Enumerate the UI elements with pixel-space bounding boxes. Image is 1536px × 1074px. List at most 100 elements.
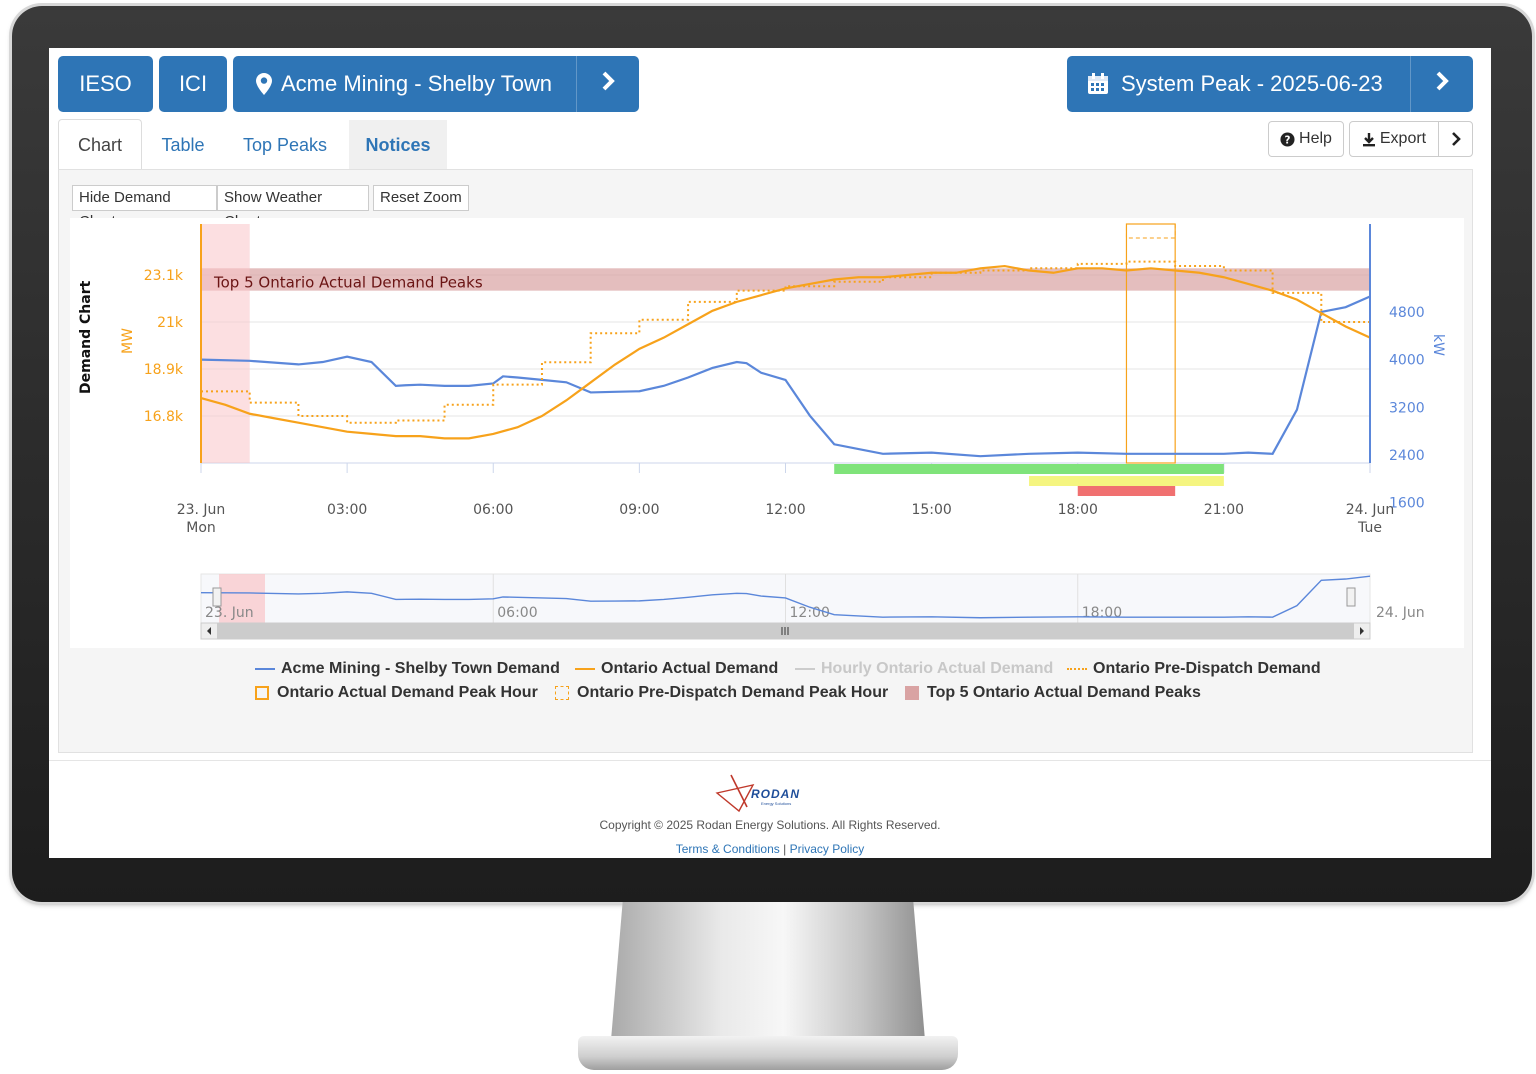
- x-tick-label: 18:00: [1058, 502, 1098, 518]
- legend-label: Acme Mining - Shelby Town Demand: [281, 660, 560, 677]
- y-right-tick-label: 4800: [1389, 305, 1425, 321]
- y-right-tick-label: 2400: [1389, 448, 1425, 464]
- legend-item[interactable]: Ontario Pre-Dispatch Demand: [1067, 660, 1321, 678]
- chevron-right-icon: [601, 71, 615, 97]
- legend-label: Ontario Actual Demand: [601, 660, 779, 677]
- period-label: System Peak - 2025-06-23: [1121, 71, 1383, 96]
- logo-text: RODAN: [751, 787, 800, 801]
- chart-navigator[interactable]: 23. Jun 06:00 12:00 18:00 24. Jun: [200, 573, 1425, 640]
- ieso-button[interactable]: IESO: [58, 56, 153, 112]
- footer-separator: |: [783, 842, 787, 856]
- tab-top-peaks[interactable]: Top Peaks: [235, 120, 335, 170]
- tab-chart-label: Chart: [77, 135, 122, 155]
- demand-chart[interactable]: Top 5 Ontario Actual Demand Peaks 23.1k 2…: [49, 48, 1491, 648]
- scroll-left-icon[interactable]: [207, 627, 211, 635]
- monitor-stand-base: [578, 1036, 958, 1070]
- y-right-tick-label: 3200: [1389, 400, 1425, 416]
- help-label: Help: [1299, 130, 1332, 147]
- navigator-tick-label: 18:00: [1082, 605, 1122, 621]
- legend-symbol: [905, 686, 919, 700]
- site-label: Acme Mining - Shelby Town: [281, 71, 553, 96]
- y-left-tick-label: 21k: [157, 315, 184, 331]
- navigator-tick-label: 06:00: [497, 605, 537, 621]
- navigator-series: [200, 575, 1371, 619]
- tab-top-peaks-label: Top Peaks: [242, 135, 328, 155]
- first-hour-shade: [201, 224, 250, 463]
- tab-table-label: Table: [161, 135, 205, 155]
- y-right-tick-label: 1600: [1389, 496, 1425, 512]
- scroll-right-icon[interactable]: [1360, 627, 1364, 635]
- ici-label: ICI: [178, 71, 208, 96]
- copyright-text: Copyright © 2025 Rodan Energy Solutions.…: [599, 818, 941, 832]
- screen: IESO ICI Acme Mining - Shelby Town Syste…: [49, 48, 1491, 858]
- x-tick-label: 21:00: [1204, 502, 1244, 518]
- legend-item[interactable]: Hourly Ontario Actual Demand: [795, 660, 1053, 678]
- reset-zoom-button[interactable]: Reset Zoom: [373, 185, 469, 211]
- legend-item[interactable]: Ontario Actual Demand: [575, 660, 778, 678]
- footer: RODAN Energy Solutions Copyright © 2025 …: [49, 760, 1491, 858]
- y-left-tick-label: 16.8k: [144, 409, 184, 425]
- x-tick-label: 09:00: [619, 502, 659, 518]
- site-next-button[interactable]: [576, 56, 639, 112]
- navigator-tick-label: 12:00: [790, 605, 830, 621]
- top5-band-rect: [201, 268, 1370, 291]
- monitor-stand-neck: [610, 902, 926, 1052]
- ici-button[interactable]: ICI: [159, 56, 227, 112]
- site-selector-button[interactable]: Acme Mining - Shelby Town: [233, 56, 639, 112]
- logo-subtext: Energy Solutions: [761, 801, 792, 806]
- x-tick-label: 23. Jun: [177, 502, 226, 518]
- series-line-0: [200, 295, 1371, 458]
- band-label: Top 5 Ontario Actual Demand Peaks: [213, 273, 483, 291]
- privacy-link[interactable]: Privacy Policy: [789, 842, 865, 856]
- help-button[interactable]: ? Help: [1268, 121, 1344, 157]
- y-left-tick-label: 23.1k: [144, 268, 184, 284]
- chart-series: [200, 260, 1371, 458]
- x-tick-label: 03:00: [327, 502, 367, 518]
- map-marker-icon: [255, 72, 273, 96]
- chart-title: Demand Chart: [78, 280, 94, 394]
- chevron-right-icon: [1451, 132, 1461, 146]
- export-label: Export: [1379, 130, 1427, 147]
- x-tick-sublabel: Tue: [1357, 520, 1382, 536]
- navigator-shade: [219, 574, 265, 623]
- footer-links: Terms & Conditions | Privacy Policy: [49, 842, 1491, 856]
- navigator-handle-left: [212, 587, 222, 607]
- legend-symbol: [575, 668, 595, 670]
- legend-symbol: [795, 668, 815, 670]
- alert-bar: [1029, 476, 1224, 486]
- legend-symbol: [555, 686, 569, 700]
- show-weather-chart-button[interactable]: Show Weather Chart: [217, 185, 369, 230]
- alert-bar: [834, 464, 1224, 474]
- tab-notices-label: Notices: [365, 135, 431, 155]
- tab-table[interactable]: Table: [149, 120, 217, 170]
- legend-item[interactable]: Acme Mining - Shelby Town Demand: [255, 660, 560, 678]
- alert-bar: [1077, 486, 1176, 496]
- legend-item[interactable]: Top 5 Ontario Actual Demand Peaks: [905, 684, 1201, 702]
- legend-symbol: [255, 686, 269, 700]
- export-more-button[interactable]: [1438, 121, 1473, 157]
- tab-notices[interactable]: Notices: [349, 120, 447, 170]
- legend-item[interactable]: Ontario Pre-Dispatch Demand Peak Hour: [555, 684, 888, 702]
- period-next-button[interactable]: [1410, 56, 1473, 112]
- navigator-tick-label: 24. Jun: [1376, 605, 1425, 621]
- chart-axes: 23.1k 21k 18.9k 16.8k 4800 4000 3200 2400 1600 De…: [78, 224, 1446, 536]
- export-button[interactable]: Export: [1349, 121, 1439, 157]
- svg-text:?: ?: [1285, 134, 1291, 146]
- legend-item[interactable]: Ontario Actual Demand Peak Hour: [255, 684, 538, 702]
- series-predispatch-demand: [201, 260, 1371, 424]
- top5-peaks-band: Top 5 Ontario Actual Demand Peaks: [201, 223, 1370, 464]
- question-circle-icon: ?: [1280, 131, 1295, 147]
- x-tick-sublabel: Mon: [186, 520, 216, 536]
- chevron-right-icon: [1435, 71, 1449, 97]
- navigator-handle-right: [1346, 587, 1356, 607]
- legend-label: Top 5 Ontario Actual Demand Peaks: [927, 684, 1201, 701]
- calendar-icon: [1087, 73, 1109, 95]
- legend-label: Ontario Pre-Dispatch Demand Peak Hour: [577, 684, 889, 701]
- y-right-axis-title: kW: [1430, 334, 1446, 356]
- tab-chart[interactable]: Chart: [58, 119, 142, 170]
- rodan-logo: RODAN Energy Solutions: [713, 771, 813, 813]
- y-left-axis-title: MW: [120, 328, 136, 354]
- period-selector-button[interactable]: System Peak - 2025-06-23: [1067, 56, 1473, 112]
- predispatch-peak-hour-box: [1125, 223, 1176, 239]
- terms-link[interactable]: Terms & Conditions: [675, 842, 780, 856]
